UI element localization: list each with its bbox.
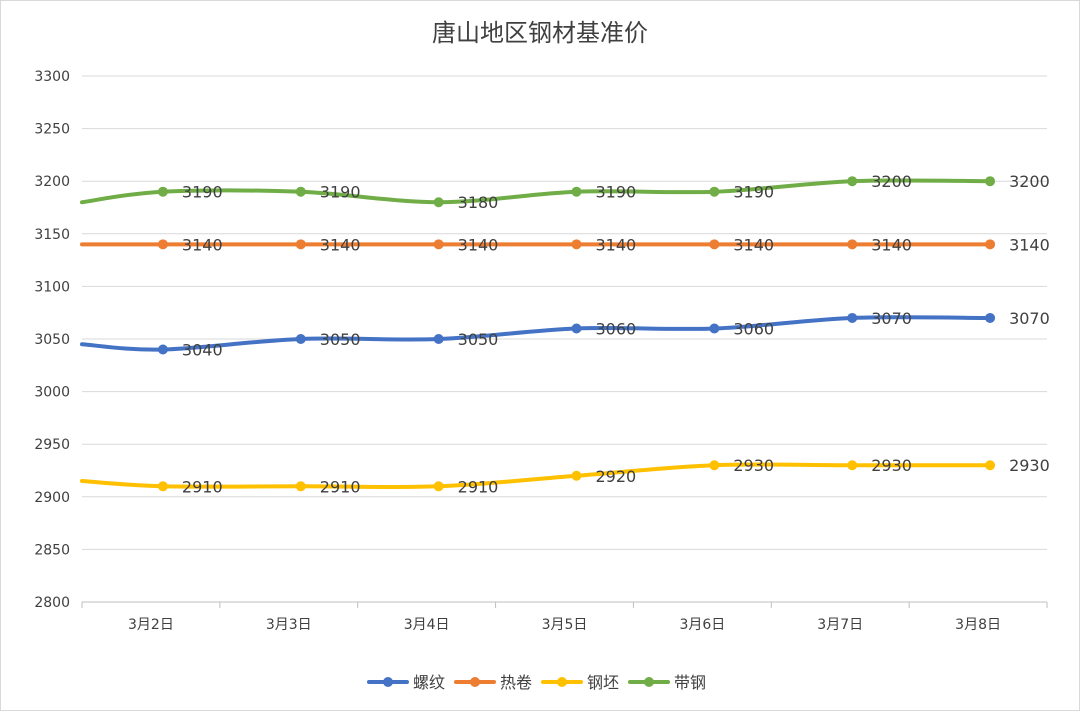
data-point <box>157 186 168 197</box>
series-layer <box>80 176 996 492</box>
legend-label: 螺纹 <box>413 673 445 692</box>
data-label: 3180 <box>458 193 499 212</box>
legend-swatch-marker <box>383 677 393 687</box>
y-tick-label: 3200 <box>34 174 70 190</box>
data-point <box>571 186 582 197</box>
data-point <box>847 312 858 323</box>
y-tick-label: 2800 <box>34 595 70 611</box>
y-tick-label: 3050 <box>34 332 70 348</box>
data-point <box>847 239 858 250</box>
data-point <box>985 460 996 471</box>
data-point <box>433 197 444 208</box>
data-label: 3190 <box>182 183 223 202</box>
data-point <box>157 481 168 492</box>
data-label: 3200 <box>871 172 912 191</box>
series-line-3 <box>80 178 993 205</box>
y-tick-label: 2900 <box>34 490 70 506</box>
y-tick-label: 3100 <box>34 279 70 295</box>
axis-layer: 2800 2850 2900 2950 3000 3050 3100 3150 3200 3250… <box>34 69 1048 633</box>
data-label: 2930 <box>733 456 774 475</box>
data-point <box>709 460 720 471</box>
y-tick-label: 3000 <box>34 385 70 401</box>
chart-title: 唐山地区钢材基准价 <box>432 19 648 47</box>
x-tick-label: 3月5日 <box>542 617 588 633</box>
x-tick-label: 3月7日 <box>817 617 863 633</box>
data-point <box>295 334 306 344</box>
data-label: 3140 <box>182 235 223 254</box>
data-point <box>709 239 720 250</box>
legend-item: 螺纹 <box>367 673 445 692</box>
data-label: 3070 <box>871 309 912 328</box>
data-label: 3140 <box>596 235 637 254</box>
data-label: 3200 <box>1009 172 1050 191</box>
data-label: 3140 <box>320 235 361 254</box>
data-point <box>847 176 858 187</box>
x-tick-label: 3月2日 <box>128 617 174 633</box>
data-point <box>571 323 582 334</box>
data-point <box>157 239 168 250</box>
legend-label: 钢坯 <box>587 673 619 692</box>
data-point <box>295 481 306 492</box>
legend-swatch-marker <box>557 677 567 687</box>
data-label: 3050 <box>320 330 361 349</box>
y-tick-label: 3300 <box>34 69 70 85</box>
data-point <box>847 460 858 471</box>
data-label: 2910 <box>320 477 361 496</box>
data-label: 2930 <box>1009 456 1050 475</box>
grid-layer <box>82 75 1047 603</box>
legend-item: 钢坯 <box>541 673 619 692</box>
data-point <box>709 323 720 334</box>
data-point <box>433 481 444 492</box>
legend-swatch-marker <box>470 677 480 687</box>
data-label: 2920 <box>596 467 637 486</box>
x-tick-label: 3月6日 <box>679 617 725 633</box>
data-label: 3070 <box>1009 309 1050 328</box>
data-label: 3190 <box>320 183 361 202</box>
y-tick-label: 3150 <box>34 227 70 243</box>
data-label: 3140 <box>1009 235 1050 254</box>
data-point <box>295 186 306 197</box>
data-label: 3190 <box>733 183 774 202</box>
data-point <box>433 239 444 250</box>
legend-item: 热卷 <box>454 673 532 692</box>
data-label-layer: 3040 3050 3050 3060 3060 3070 3070 3140 3140 3140… <box>182 172 1050 496</box>
data-point <box>157 344 168 355</box>
legend-label: 热卷 <box>500 673 532 692</box>
data-label: 3060 <box>596 319 637 338</box>
series-line-2 <box>80 462 993 490</box>
data-label: 3140 <box>458 235 499 254</box>
x-tick-label: 3月3日 <box>266 617 312 633</box>
y-tick-label: 2950 <box>34 437 70 453</box>
data-label: 3140 <box>733 235 774 254</box>
data-label: 3140 <box>871 235 912 254</box>
data-point <box>985 312 996 323</box>
data-point <box>433 334 444 344</box>
data-label: 2910 <box>182 477 223 496</box>
series-line-0 <box>80 315 993 352</box>
data-point <box>571 239 582 250</box>
y-tick-label: 2850 <box>34 542 70 558</box>
legend: 螺纹 热卷 钢坯 带钢 <box>367 673 706 692</box>
data-point <box>985 239 996 250</box>
data-label: 3190 <box>596 183 637 202</box>
data-point <box>571 470 582 481</box>
y-tick-label: 3250 <box>34 122 70 138</box>
data-point <box>985 176 996 187</box>
data-point <box>709 186 720 197</box>
data-label: 3060 <box>733 319 774 338</box>
data-label: 3050 <box>458 330 499 349</box>
data-label: 2930 <box>871 456 912 475</box>
legend-swatch-marker <box>644 677 654 687</box>
data-point <box>295 239 306 250</box>
x-tick-label: 3月4日 <box>404 617 450 633</box>
data-label: 2910 <box>458 477 499 496</box>
x-tick-label: 3月8日 <box>955 617 1001 633</box>
legend-label: 带钢 <box>674 673 706 692</box>
legend-item: 带钢 <box>628 673 706 692</box>
data-label: 3040 <box>182 341 223 360</box>
